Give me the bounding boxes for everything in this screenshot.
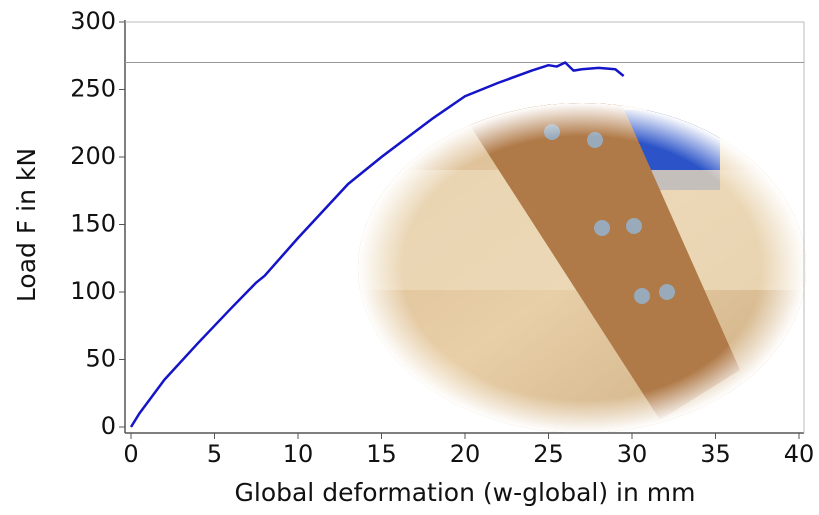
y-tick-label: 50 [85, 345, 116, 373]
y-tick-label: 0 [101, 412, 116, 440]
x-tick-label: 20 [450, 440, 481, 468]
y-tick-label: 200 [70, 142, 116, 170]
y-tick-label: 150 [70, 210, 116, 238]
y-tick-label: 300 [70, 7, 116, 35]
x-tick-label: 5 [207, 440, 222, 468]
y-axis-title: Load F in kN [12, 148, 41, 302]
x-tick-label: 10 [283, 440, 314, 468]
x-tick-label: 35 [700, 440, 731, 468]
photo-inset [358, 103, 806, 433]
x-axis-title: Global deformation (w-global) in mm [235, 478, 696, 507]
data-line [129, 61, 625, 428]
y-tick-label: 250 [70, 75, 116, 103]
x-tick-label: 40 [784, 440, 815, 468]
x-tick-label: 25 [533, 440, 564, 468]
x-tick-label: 0 [123, 440, 138, 468]
x-tick-label: 30 [617, 440, 648, 468]
x-tick-label: 15 [366, 440, 397, 468]
y-tick-label: 100 [70, 277, 116, 305]
